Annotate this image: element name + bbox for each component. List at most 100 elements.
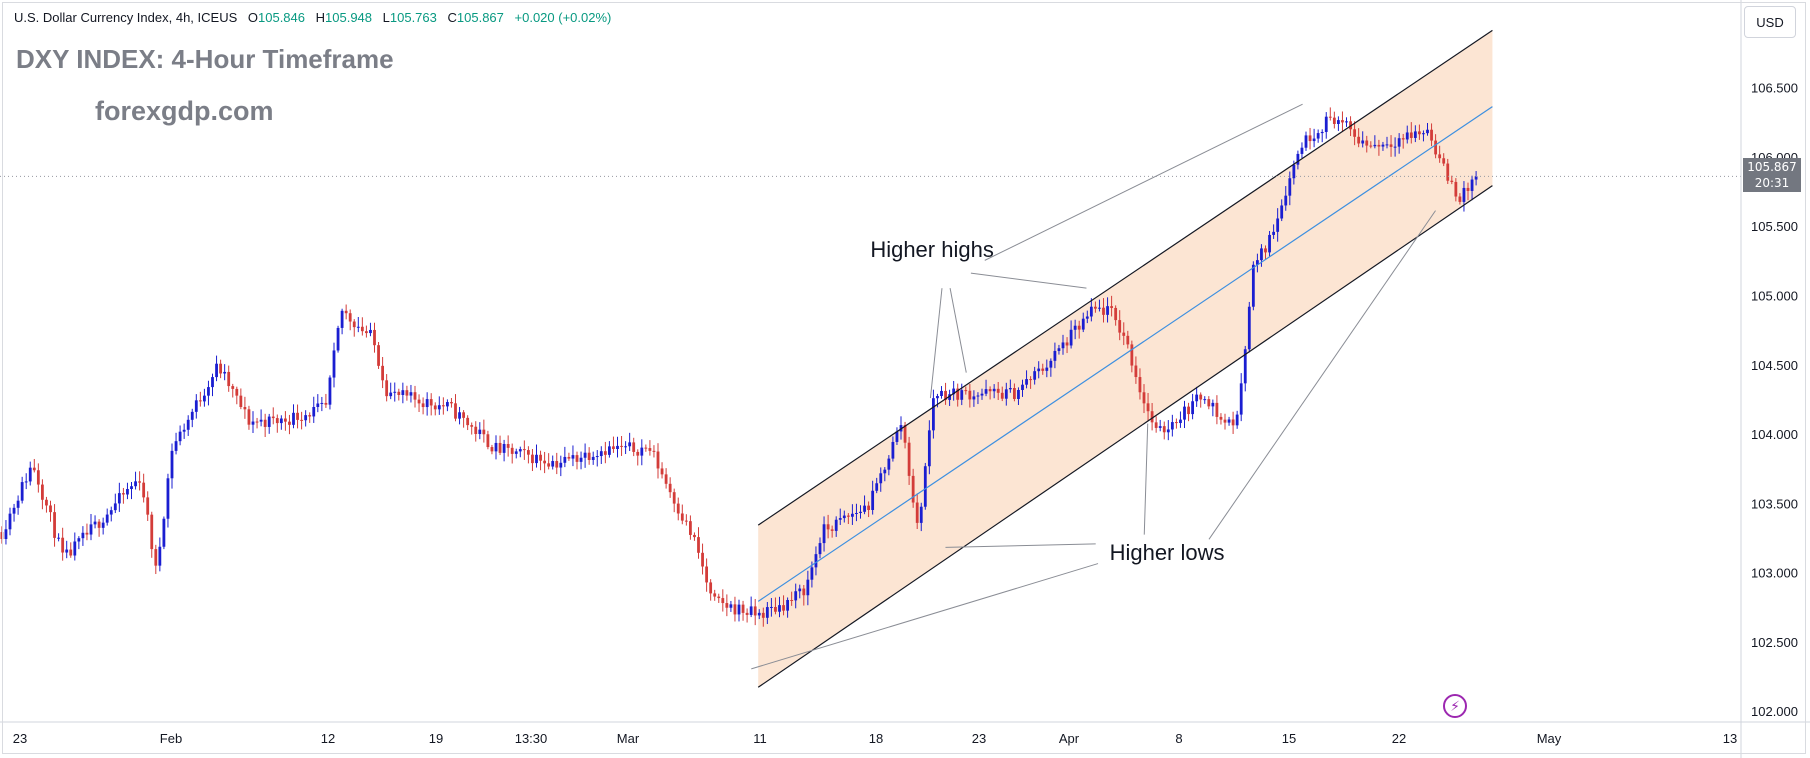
- candle: [968, 383, 972, 408]
- candle: [219, 359, 223, 379]
- candle: [441, 397, 445, 415]
- candle-body: [749, 606, 753, 615]
- candle-body: [154, 549, 158, 566]
- candle: [693, 532, 696, 541]
- candle: [786, 597, 790, 618]
- channel-upper-line[interactable]: [757, 29, 1493, 526]
- candle: [506, 435, 510, 457]
- bolt-icon[interactable]: ⚡: [1443, 694, 1467, 718]
- candle-body: [122, 493, 125, 495]
- candle: [741, 600, 745, 621]
- candle-body: [1462, 187, 1466, 202]
- candle: [984, 379, 988, 397]
- candle: [636, 449, 640, 466]
- candle-body: [923, 466, 927, 507]
- candle-body: [936, 396, 939, 399]
- candle: [267, 413, 271, 434]
- y-tick-label: 104.000: [1751, 427, 1798, 442]
- x-tick-label: Mar: [617, 731, 640, 746]
- candle: [709, 579, 713, 601]
- candle-body: [1300, 147, 1304, 154]
- y-tick-label: 106.500: [1751, 81, 1798, 96]
- candle: [1017, 387, 1020, 406]
- candle: [689, 515, 692, 540]
- candle-body: [1053, 350, 1057, 361]
- candle: [842, 510, 846, 523]
- candle: [24, 473, 28, 490]
- candle: [952, 380, 956, 401]
- candle-body: [1361, 140, 1365, 144]
- candle: [1438, 145, 1442, 163]
- candle-body: [1243, 349, 1247, 384]
- candle-body: [130, 486, 133, 490]
- candle-body: [1013, 388, 1016, 399]
- channel-lower-line[interactable]: [757, 185, 1493, 688]
- candle: [948, 389, 952, 406]
- channel-mid-line[interactable]: [757, 106, 1493, 602]
- candle: [1373, 135, 1377, 149]
- candle: [207, 380, 210, 406]
- candle-body: [1089, 306, 1093, 317]
- candle-body: [4, 529, 8, 539]
- candle: [20, 476, 24, 504]
- candle: [65, 540, 69, 559]
- candle-body: [1219, 416, 1223, 420]
- candle: [1179, 411, 1182, 428]
- candle: [838, 508, 842, 525]
- candle-body: [628, 442, 632, 447]
- candle: [660, 462, 664, 479]
- candle-body: [77, 538, 81, 542]
- candle-body: [267, 416, 271, 427]
- candle-body: [1381, 144, 1385, 147]
- candle-body: [1094, 306, 1097, 309]
- candle-body: [737, 604, 741, 615]
- candle: [1122, 322, 1126, 346]
- candle: [1405, 125, 1409, 144]
- candle: [1041, 363, 1045, 375]
- candle-body: [802, 588, 806, 596]
- candle: [802, 584, 806, 606]
- channel-fill: [758, 30, 1493, 688]
- candle-body: [417, 399, 421, 404]
- candle: [348, 309, 352, 331]
- candle: [1215, 395, 1219, 425]
- candle-body: [1369, 145, 1373, 147]
- candle-body: [16, 500, 20, 508]
- candle: [352, 319, 356, 337]
- candle: [389, 382, 393, 400]
- candle-body: [996, 388, 1000, 393]
- candle-body: [846, 515, 850, 517]
- candle-body: [474, 426, 478, 435]
- candle: [774, 597, 777, 615]
- candle: [69, 542, 73, 558]
- candle-body: [1183, 406, 1186, 420]
- candle-body: [782, 605, 785, 611]
- candle: [527, 446, 530, 464]
- candle: [587, 447, 591, 465]
- candle: [644, 444, 648, 452]
- candle-body: [1008, 388, 1012, 390]
- candle: [964, 386, 968, 395]
- last-price-value: 105.867: [1747, 160, 1797, 174]
- candle: [429, 393, 433, 416]
- candle-body: [308, 415, 312, 417]
- candle-body: [1223, 419, 1227, 423]
- candle: [320, 396, 324, 412]
- candle-body: [984, 389, 988, 394]
- candle: [450, 398, 453, 408]
- candle-body: [830, 529, 834, 531]
- candle-body: [875, 483, 879, 491]
- candle-body: [490, 447, 494, 452]
- last-price-tag: 105.867 20:31: [1743, 158, 1801, 192]
- candle-body: [1296, 153, 1300, 165]
- candle-body: [336, 327, 340, 351]
- candle: [243, 396, 247, 419]
- currency-selector[interactable]: USD: [1744, 6, 1796, 38]
- candle: [595, 450, 599, 467]
- candle-body: [498, 442, 502, 453]
- candle-body: [162, 518, 166, 547]
- candle-body: [915, 502, 919, 523]
- candle-body: [664, 474, 668, 484]
- candle: [818, 537, 822, 559]
